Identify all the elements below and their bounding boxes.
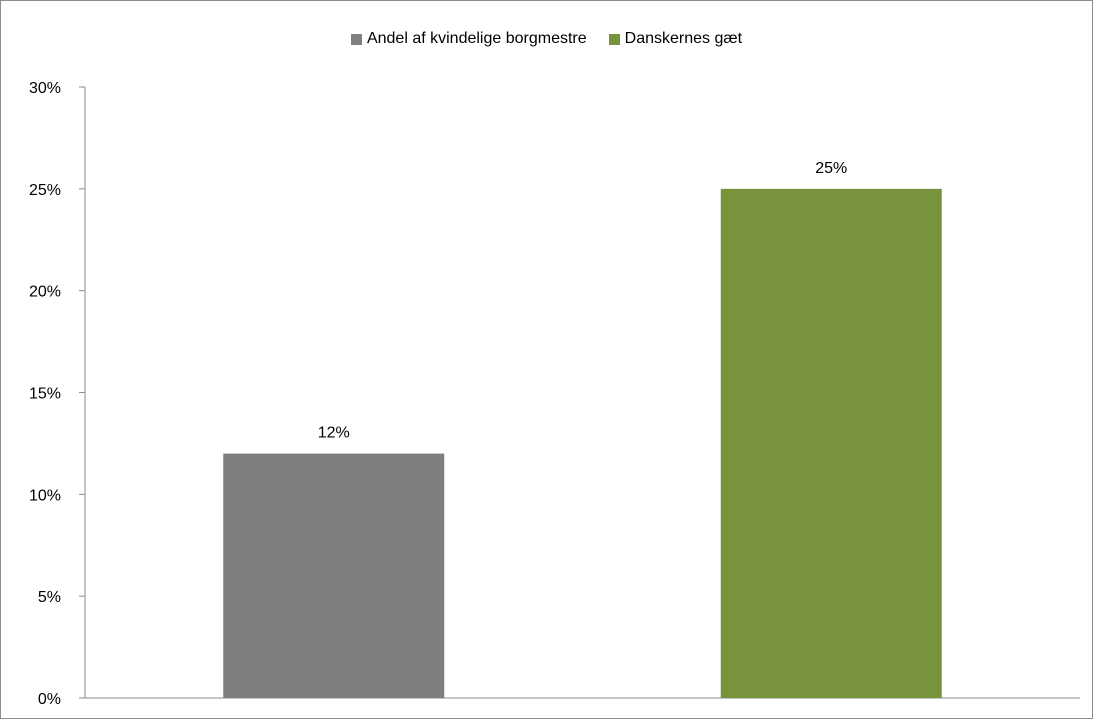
y-tick-label: 5% (38, 589, 61, 606)
bar (720, 188, 942, 699)
legend-label-borgmestre: Andel af kvindelige borgmestre (366, 30, 587, 47)
bar-data-label: 25% (815, 160, 847, 177)
legend-label-gaet: Danskernes gæt (624, 30, 743, 47)
y-tick-label: 25% (29, 182, 61, 199)
y-tick-label: 15% (29, 386, 61, 403)
y-tick-label: 20% (29, 284, 61, 301)
legend-swatch-gray (350, 33, 362, 45)
legend-item-borgmestre: Andel af kvindelige borgmestre (350, 30, 587, 48)
y-tick-label: 0% (38, 691, 61, 708)
legend-item-gaet: Danskernes gæt (608, 30, 743, 48)
y-tick-label: 30% (29, 80, 61, 97)
bar-data-label: 12% (318, 425, 350, 442)
y-tick-label: 10% (29, 487, 61, 504)
bar (223, 453, 445, 698)
chart-legend: Andel af kvindelige borgmestre Danskerne… (0, 30, 1093, 48)
legend-swatch-green (608, 33, 620, 45)
